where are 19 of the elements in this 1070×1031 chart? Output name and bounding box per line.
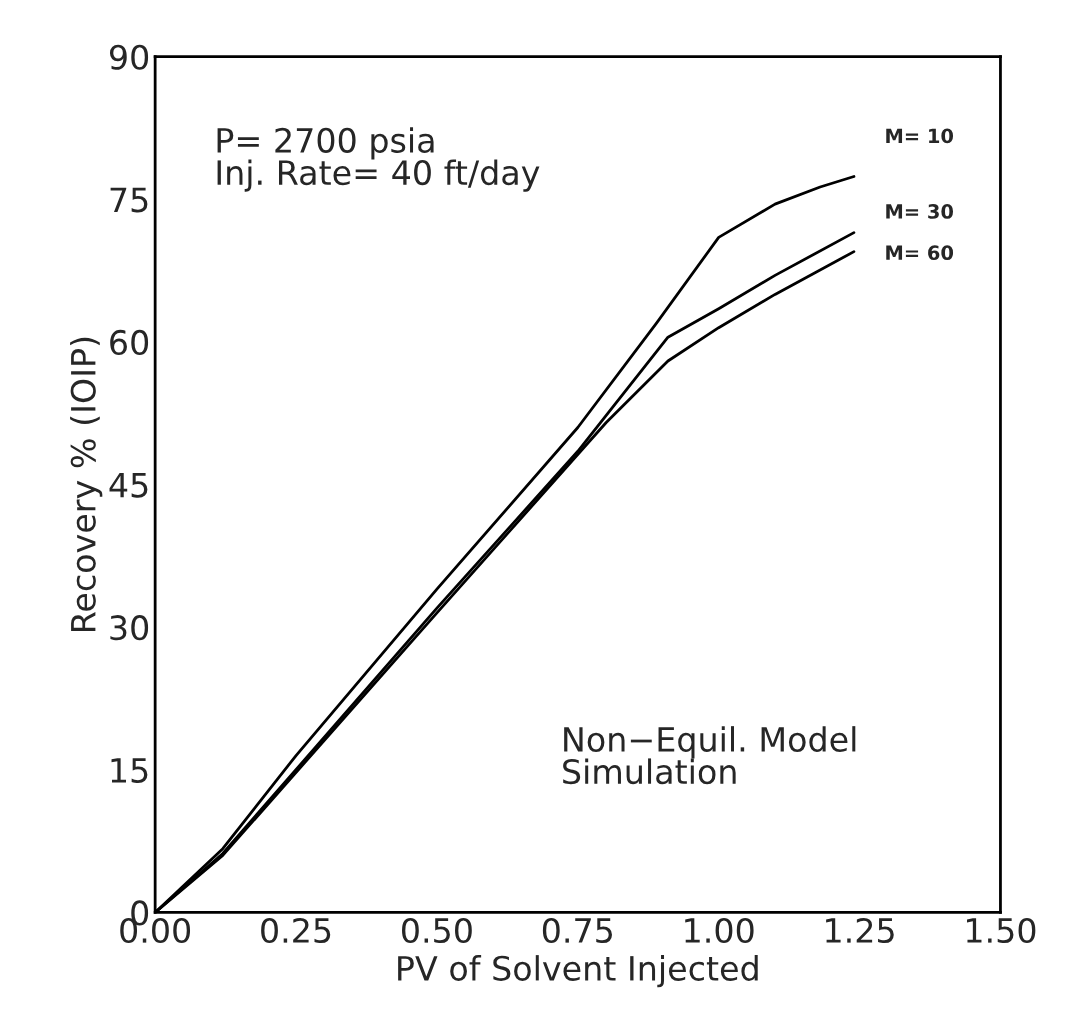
text: M= 10 [886,128,954,144]
series-label: M= 30 [886,204,954,219]
annotation: Non−Equil. Model Simulation [563,726,856,785]
y-tick-label: 75 [110,187,148,213]
y-tick-label: 45 [109,472,148,498]
annotation: P= 2700 psia Inj. Rate= 40 ft/day [217,127,540,192]
x-tick-label: 1.00 [685,917,754,944]
x-tick-label: 1.50 [967,917,1036,944]
x-axis-title: PV of Solvent Injected [398,955,758,988]
y-axis-title: Recovery % (IOIP) [70,337,103,632]
x-tick-label: 1.25 [826,917,894,944]
y-tick-label: 15 [111,758,148,783]
y-tick-label: 30 [110,615,149,641]
x-tick-label: 0.75 [542,917,612,944]
y-tick-label: 60 [110,329,149,356]
x-tick-label: 0.25 [261,917,331,944]
y-tick-label: 90 [109,44,149,70]
series-label: M= 60 [886,245,954,261]
x-tick-label: 0.50 [402,917,472,944]
